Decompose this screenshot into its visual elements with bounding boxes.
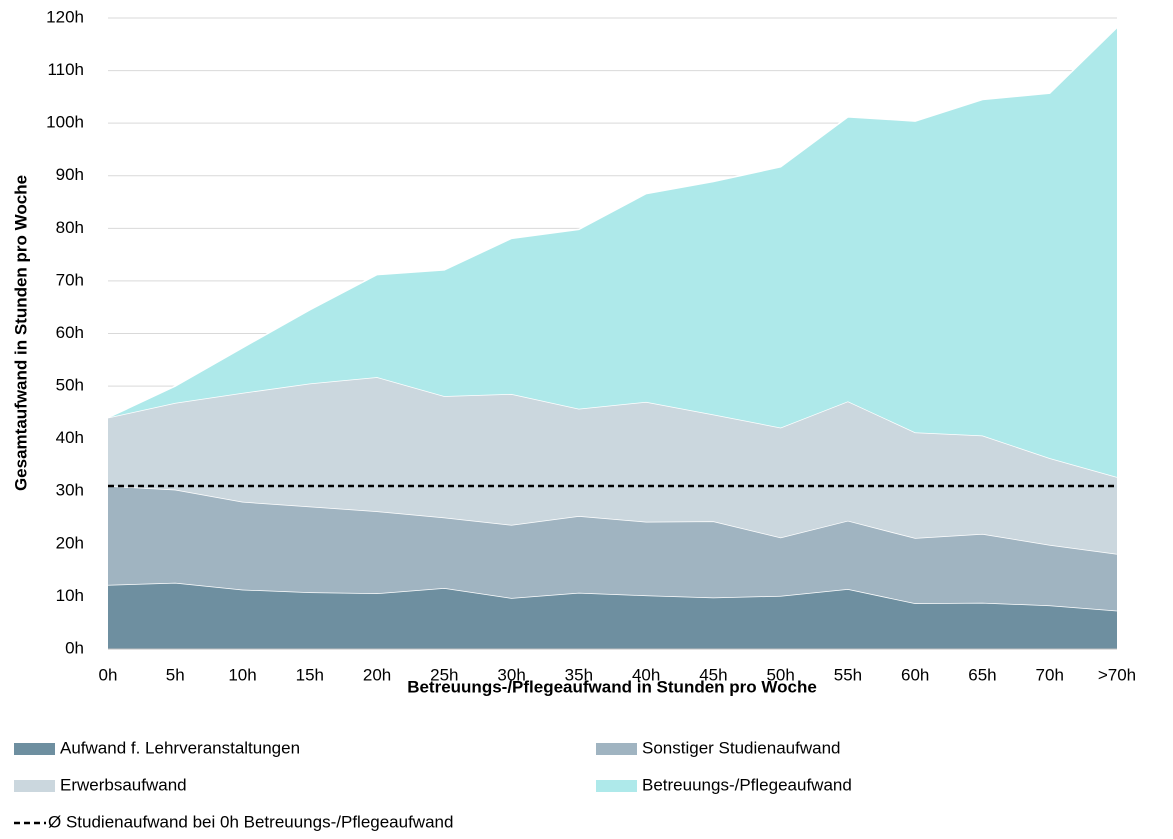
x-tick-label: 35h [565, 665, 593, 684]
legend-swatch [14, 743, 55, 755]
area [108, 485, 1117, 611]
area-edge [107, 26, 1118, 419]
legend-label: Ø Studienaufwand bei 0h Betreuungs-/Pfle… [48, 812, 453, 831]
legend-swatch [596, 780, 637, 792]
y-tick-label: 10h [56, 586, 84, 605]
x-tick-label: 25h [430, 665, 458, 684]
x-tick-label: 45h [699, 665, 727, 684]
y-tick-label: 120h [46, 7, 84, 26]
y-tick-label: 70h [56, 270, 84, 289]
y-tick-label: 30h [56, 481, 84, 500]
legend-label: Sonstiger Studienaufwand [642, 738, 840, 757]
x-tick-label: 5h [166, 665, 185, 684]
x-tick-label: 65h [968, 665, 996, 684]
x-axis-label: Betreuungs-/Pflegeaufwand in Stunden pro… [407, 677, 817, 696]
y-tick-label: 90h [56, 165, 84, 184]
area [108, 377, 1117, 554]
x-tick-label: 30h [497, 665, 525, 684]
x-tick-label: 15h [296, 665, 324, 684]
x-tick-label: 40h [632, 665, 660, 684]
x-tick-label: 20h [363, 665, 391, 684]
x-tick-label: 55h [834, 665, 862, 684]
x-tick-label: 0h [99, 665, 118, 684]
x-tick-label: 60h [901, 665, 929, 684]
y-tick-label: 50h [56, 376, 84, 395]
y-tick-label: 100h [46, 113, 84, 132]
legend-label: Erwerbsaufwand [60, 775, 187, 794]
y-tick-label: 20h [56, 533, 84, 552]
area [108, 582, 1117, 649]
legend-label: Aufwand f. Lehrveranstaltungen [60, 738, 300, 757]
x-tick-label: >70h [1098, 665, 1136, 684]
legend-label: Betreuungs-/Pflegeaufwand [642, 775, 852, 794]
area [108, 27, 1117, 478]
x-tick-label: 70h [1036, 665, 1064, 684]
x-tick-label: 50h [766, 665, 794, 684]
x-tick-label: 10h [228, 665, 256, 684]
y-tick-label: 60h [56, 323, 84, 342]
y-axis-label: Gesamtaufwand in Stunden pro Woche [11, 175, 30, 491]
y-tick-label: 40h [56, 428, 84, 447]
legend-swatch [14, 780, 55, 792]
y-tick-label: 0h [65, 638, 84, 657]
legend-swatch [596, 743, 637, 755]
y-tick-label: 80h [56, 218, 84, 237]
y-tick-label: 110h [47, 60, 84, 79]
